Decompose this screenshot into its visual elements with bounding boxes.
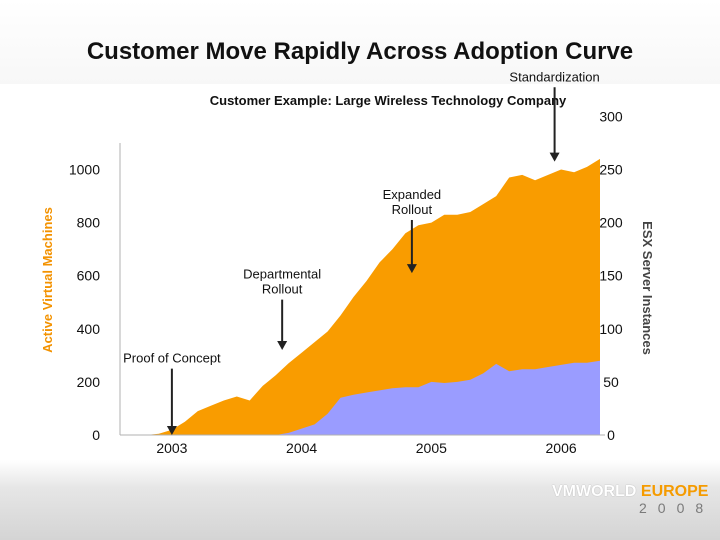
right-tick-label: 100: [599, 321, 623, 337]
left-tick-label: 400: [77, 321, 101, 337]
annotation-label: Expanded: [383, 187, 442, 202]
brand-vmworld: VMWORLD: [552, 483, 637, 500]
slide-title: Customer Move Rapidly Across Adoption Cu…: [86, 38, 634, 65]
annotation-arrow-head: [406, 264, 417, 274]
left-tick-label: 200: [77, 374, 101, 390]
annotation-arrow-head: [166, 426, 177, 435]
right-axis-title: ESX Server Instances: [640, 221, 655, 355]
left-tick-label: 600: [77, 268, 101, 284]
left-axis-title: Active Virtual Machines: [40, 207, 55, 353]
annotation-arrow-head: [549, 152, 560, 162]
left-tick-label: 1000: [69, 162, 100, 178]
x-tick-label: 2005: [416, 440, 447, 456]
x-tick-label: 2004: [286, 440, 317, 456]
left-tick-label: 800: [77, 215, 101, 231]
right-tick-label: 300: [599, 108, 623, 124]
x-tick-label: 2003: [156, 440, 187, 456]
annotation-label: Rollout: [392, 202, 433, 217]
annotation-label: Rollout: [262, 282, 303, 297]
esx-area-series: [132, 360, 601, 435]
slide-subtitle: Customer Example: Large Wireless Technol…: [209, 93, 567, 108]
right-tick-label: 250: [599, 162, 623, 178]
right-tick-label: 150: [599, 268, 623, 284]
brand-year: 2008: [639, 500, 715, 516]
annotation-arrow-head: [277, 341, 288, 351]
left-tick-label: 0: [92, 427, 100, 443]
vm-area-series: [132, 158, 601, 435]
brand-europe: EUROPE: [640, 483, 709, 500]
annotation-label: Proof of Concept: [123, 351, 221, 366]
right-tick-label: 200: [599, 215, 623, 231]
right-tick-label: 50: [603, 374, 619, 390]
x-tick-label: 2006: [546, 440, 577, 456]
annotation-label: Departmental: [243, 267, 321, 282]
right-tick-label: 0: [607, 427, 615, 443]
footer-band: [0, 460, 720, 540]
title-bar: [0, 0, 720, 84]
brand-logo: VMWORLD EUROPE: [552, 483, 708, 501]
annotation-label: Standardization: [509, 69, 599, 84]
